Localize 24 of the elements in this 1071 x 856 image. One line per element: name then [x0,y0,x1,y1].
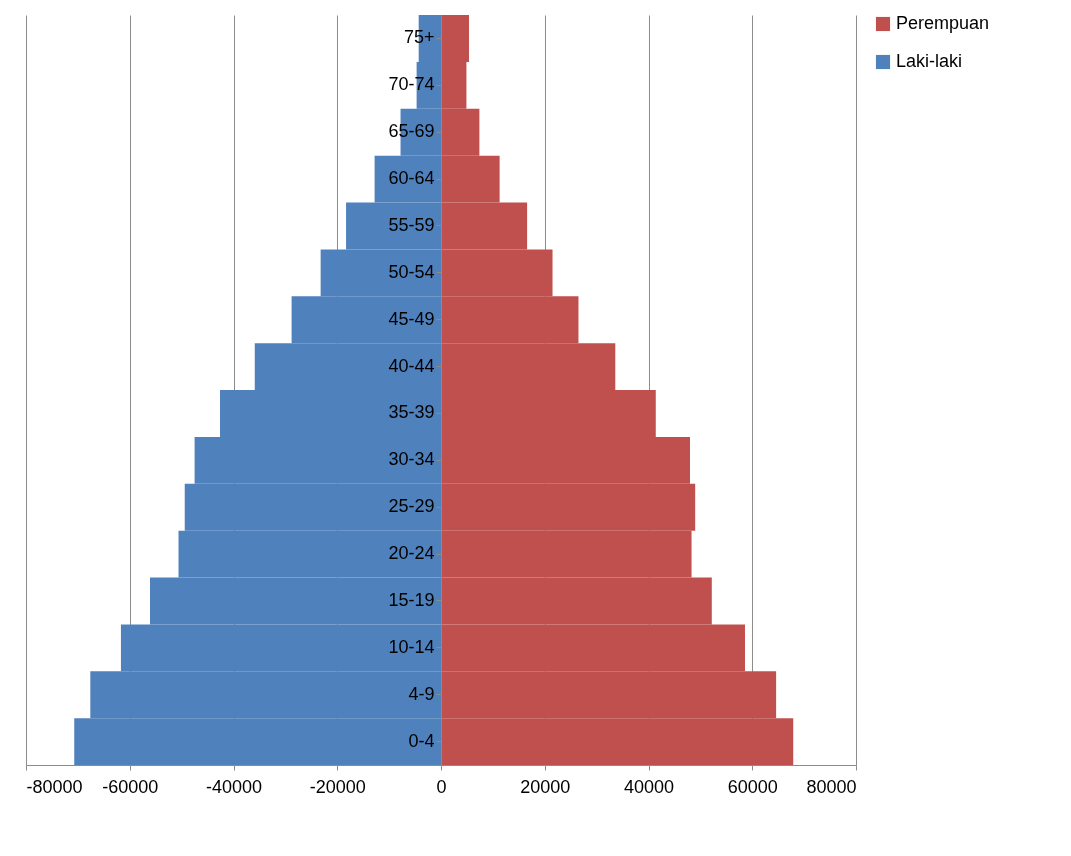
y-tick-label: 10-14 [388,636,435,657]
legend-label: Perempuan [896,13,990,33]
x-tick-label: 60000 [727,776,778,797]
x-tick-label: 40000 [623,776,675,797]
x-tick-label: -60000 [102,776,159,797]
y-tick-label: 25-29 [388,496,435,517]
x-tick-label: 80000 [806,776,857,797]
y-tick-label: 50-54 [388,261,435,282]
y-tick-label: 55-59 [388,214,435,235]
legend-label: Laki-laki [896,51,963,71]
y-tick-label: 30-34 [388,449,435,470]
y-tick-label: 60-64 [388,168,435,189]
y-tick-label: 0-4 [408,730,435,751]
x-tick-label: 20000 [520,776,571,797]
y-tick-label: 20-24 [388,543,435,564]
x-tick-label: -80000 [26,776,83,797]
y-tick-label: 35-39 [388,402,435,423]
x-tick-label: -20000 [309,776,366,797]
x-tick-label: -40000 [205,776,263,797]
y-tick-label: 45-49 [388,308,435,329]
x-tick-label: 0 [436,776,447,797]
y-tick-label: 15-19 [388,589,435,610]
y-tick-label: 40-44 [388,355,435,376]
y-tick-label: 4-9 [408,683,435,704]
